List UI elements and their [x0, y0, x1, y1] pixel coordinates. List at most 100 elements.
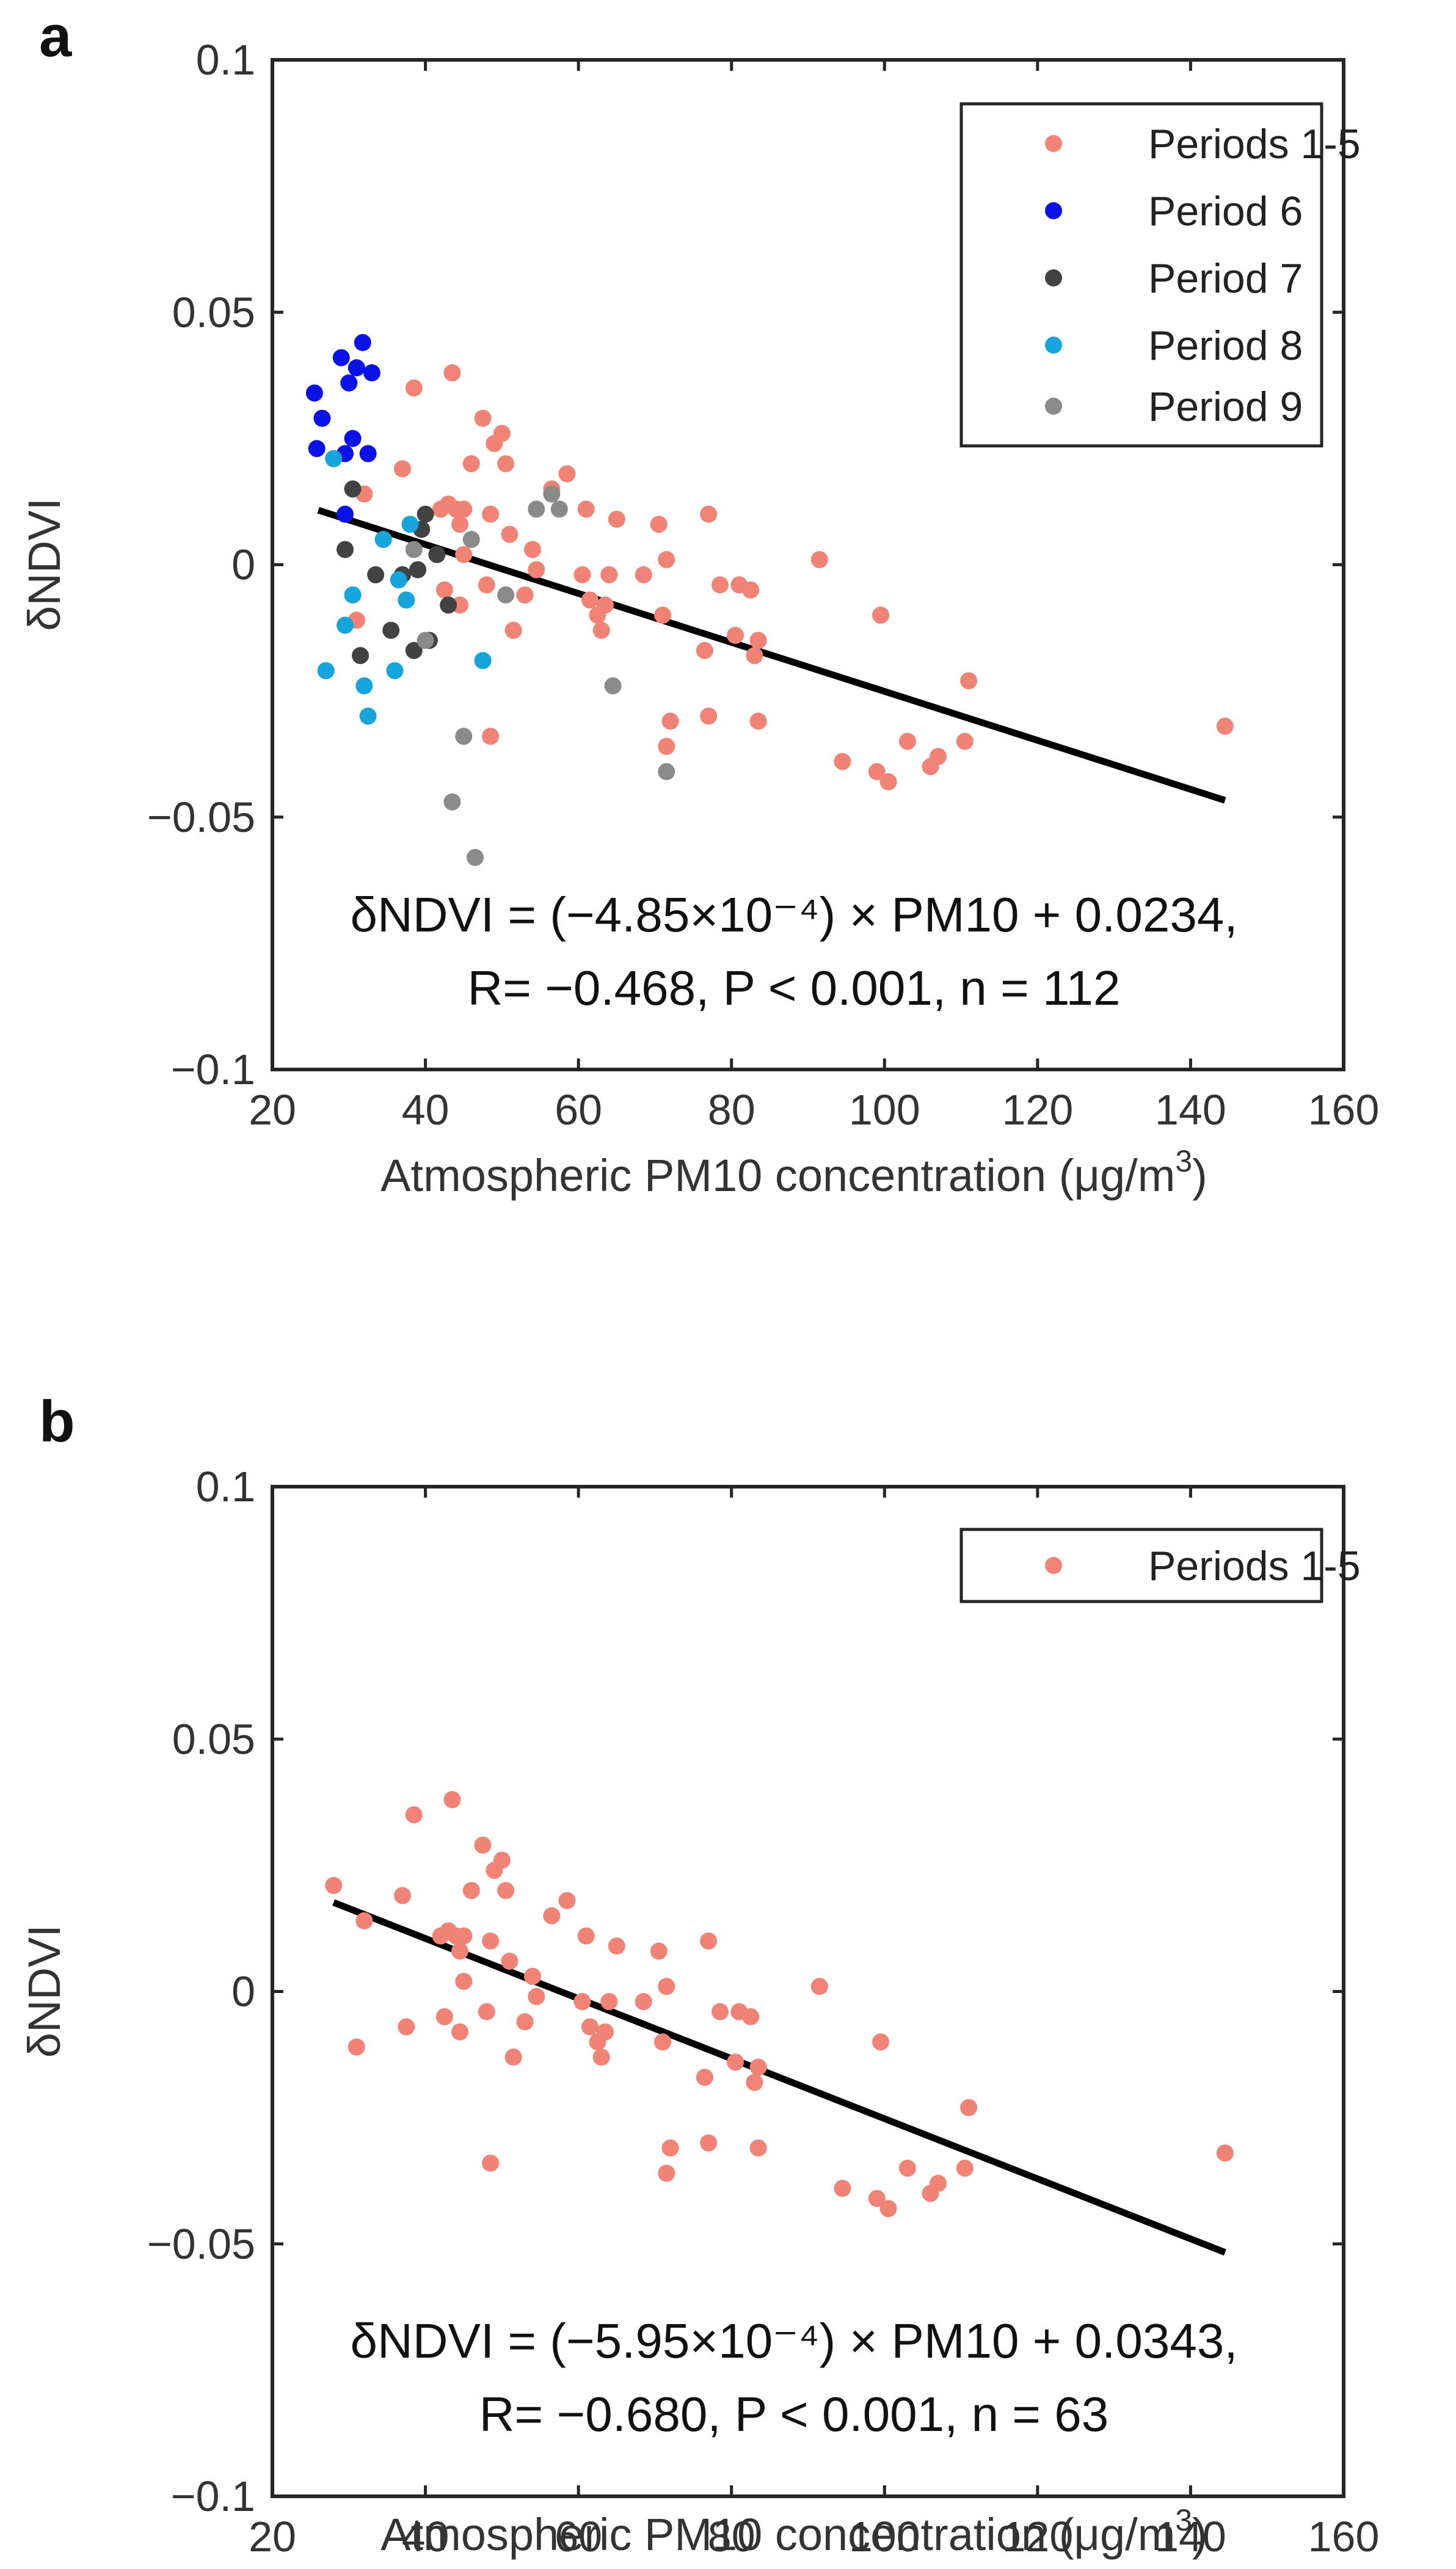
- scatter-point-b-s0: [608, 1937, 625, 1955]
- scatter-point-a-s2: [440, 596, 457, 614]
- scatter-point-a-s0: [653, 607, 671, 624]
- scatter-point-b-s0: [393, 1887, 411, 1904]
- y-tick-label: 0.05: [172, 1715, 255, 1763]
- legend-entry-a-2: Period 7: [1148, 255, 1303, 302]
- scatter-point-a-s1: [348, 359, 365, 377]
- scatter-point-a-s0: [482, 505, 500, 523]
- y-tick-label: 0.1: [196, 36, 255, 84]
- scatter-point-a-s3: [325, 450, 343, 467]
- scatter-point-a-s0: [523, 541, 541, 558]
- scatter-point-b-s0: [596, 2023, 614, 2041]
- scatter-point-a-s0: [749, 632, 767, 649]
- scatter-point-a-s0: [658, 738, 675, 756]
- scatter-point-a-s3: [386, 662, 404, 680]
- scatter-point-a-s4: [550, 500, 568, 518]
- scatter-point-a-s0: [455, 545, 473, 563]
- scatter-point-a-s4: [467, 848, 484, 866]
- scatter-point-a-s0: [581, 591, 599, 609]
- scatter-point-a-s2: [428, 545, 446, 563]
- scatter-point-a-s0: [960, 672, 978, 690]
- scatter-point-b-s0: [592, 2048, 610, 2066]
- y-tick-label: 0.1: [196, 1463, 255, 1510]
- y-ticks-a: 0.1 0.05 0 −0.05 −0.1: [147, 36, 1344, 1093]
- scatter-point-b-s0: [482, 2154, 500, 2172]
- scatter-point-a-s4: [658, 763, 675, 781]
- scatter-point-a-s1: [359, 445, 377, 462]
- panel-a: a 20 40 60 80 100 120 140 160 0.1 0.05 0 −0.05 −0.1…: [19, 4, 1379, 1201]
- x-tick-label: 60: [555, 1086, 602, 1134]
- scatter-point-a-s0: [834, 752, 851, 770]
- scatter-point-a-s1: [313, 409, 331, 427]
- scatter-point-a-s4: [497, 586, 515, 604]
- scatter-point-b-s0: [516, 2013, 534, 2031]
- scatter-point-a-s0: [658, 551, 675, 569]
- scatter-point-b-s0: [451, 2023, 468, 2041]
- scatter-point-a-s0: [742, 581, 760, 599]
- scatter-point-a-s0: [501, 525, 519, 543]
- scatter-point-b-s0: [872, 2033, 890, 2051]
- scatter-point-b-s0: [398, 2018, 415, 2036]
- regression-stats-b: R= −0.680, P < 0.001, n = 63: [479, 2387, 1108, 2441]
- scatter-point-a-s0: [504, 621, 522, 639]
- x-tick-label: 80: [708, 2513, 755, 2560]
- scatter-point-a-s4: [528, 500, 545, 518]
- y-axis-label-a: δNDVI: [19, 498, 70, 631]
- scatter-point-a-s0: [462, 455, 480, 473]
- scatter-point-a-s0: [726, 627, 744, 644]
- scatter-point-b-s0: [462, 1882, 480, 1900]
- scatter-point-a-s3: [355, 677, 373, 694]
- regression-equation-b: δNDVI = (−5.95×10⁻⁴) × PM10 + 0.0343,: [350, 2314, 1237, 2368]
- scatter-point-a-s0: [700, 505, 718, 523]
- y-tick-label: −0.05: [147, 793, 255, 841]
- scatter-point-a-s0: [929, 748, 947, 765]
- scatter-point-a-s1: [363, 364, 380, 382]
- scatter-point-b-s0: [600, 1993, 618, 2011]
- scatter-point-b-s0: [696, 2069, 713, 2086]
- x-tick-label: 100: [849, 2513, 920, 2560]
- x-tick-label: 40: [402, 1086, 450, 1134]
- scatter-point-b-s0: [879, 2199, 897, 2217]
- scatter-point-a-s3: [474, 652, 492, 669]
- scatter-point-a-s2: [344, 480, 362, 498]
- panel-label-a: a: [39, 4, 72, 69]
- y-tick-label: −0.1: [171, 2472, 255, 2520]
- scatter-point-b-s0: [455, 1972, 473, 1990]
- legend-a: Periods 1-5 Period 6 Period 7 Period 8 P…: [959, 102, 1361, 448]
- scatter-point-a-s2: [409, 561, 427, 578]
- scatter-point-b-s0: [868, 2190, 886, 2207]
- scatter-point-a-s1: [344, 429, 362, 447]
- scatter-point-a-s0: [956, 732, 974, 750]
- y-tick-label: 0: [231, 1968, 255, 2016]
- scatter-point-a-s0: [577, 500, 595, 518]
- scatter-point-b-s0: [726, 2053, 744, 2071]
- scatter-point-a-s1: [308, 440, 326, 457]
- scatter-point-b-s0: [700, 2134, 718, 2152]
- scatter-point-a-s4: [417, 632, 434, 649]
- scatter-point-a-s1: [354, 333, 371, 351]
- x-tick-label: 80: [708, 1086, 755, 1134]
- scatter-point-b-s0: [711, 2003, 729, 2021]
- scatter-point-a-s0: [898, 732, 916, 750]
- x-axis-label-b: Atmospheric PM10 concentration (μg/m3): [380, 2503, 1207, 2560]
- scatter-point-b-s0: [435, 2008, 453, 2025]
- scatter-point-b-s0: [1216, 2144, 1234, 2162]
- y-tick-label: −0.05: [147, 2220, 255, 2268]
- scatter-point-a-s0: [872, 607, 890, 624]
- plot-frame-b: [271, 1485, 1345, 2498]
- y-tick-label: −0.1: [171, 1046, 255, 1093]
- scatter-point-a-s1: [337, 505, 354, 523]
- legend-entry-a-3: Period 8: [1148, 322, 1303, 369]
- legend-b: Periods 1-5: [959, 1528, 1361, 1603]
- scatter-point-b-s0: [573, 1993, 591, 2011]
- scatter-point-b-s0: [929, 2174, 947, 2192]
- scatter-point-a-s0: [868, 763, 886, 781]
- scatter-point-a-s0: [879, 773, 897, 790]
- scatter-point-b-s0: [348, 2038, 365, 2056]
- scatter-point-b-s0: [746, 2074, 763, 2091]
- x-tick-label: 120: [1002, 2513, 1073, 2560]
- scatter-point-a-s0: [635, 566, 652, 584]
- scatter-point-a-s4: [543, 485, 561, 503]
- y-tick-label: 0.05: [172, 288, 255, 336]
- scatter-point-a-s0: [474, 409, 492, 427]
